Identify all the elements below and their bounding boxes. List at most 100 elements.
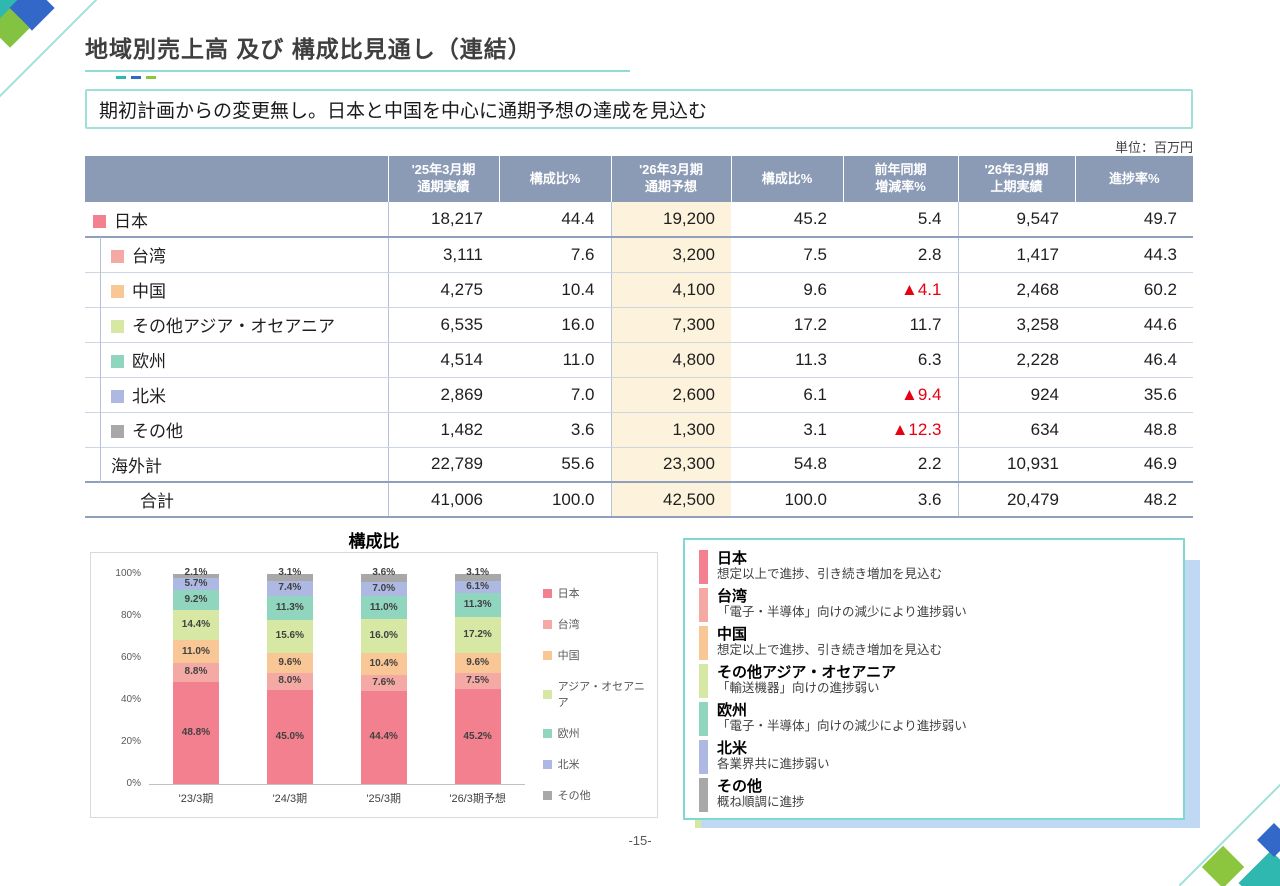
legend-item: 日本	[542, 585, 649, 601]
bar-value-label: 5.7%	[184, 578, 208, 590]
chart-inner: 0% 20% 40% 60% 80% 100% 2.1% 5.7% 9.2% 14.4% 11.0%…	[91, 553, 657, 817]
legend-item: アジア・オセアニア	[542, 678, 649, 710]
region-name: 北米	[132, 387, 166, 406]
bar-value-label: 9.6%	[466, 657, 490, 669]
region-color-swatch	[111, 425, 124, 438]
commentary-text: 欧州 「電子・半導体」向けの減少により進捗弱い	[717, 702, 967, 736]
legend-swatch	[542, 689, 552, 699]
region-name: 日本	[114, 211, 148, 231]
unit-label: 単位：百万円	[1114, 140, 1193, 155]
legend-item: 台湾	[542, 616, 649, 632]
key-message-box: 期初計画からの変更無し。日本と中国を中心に通期予想の達成を見込む	[85, 89, 1193, 129]
y-axis-tick: 0%	[126, 778, 141, 789]
chart-plot: 0% 20% 40% 60% 80% 100% 2.1% 5.7% 9.2% 14.4% 11.0%…	[115, 568, 525, 805]
composition-chart: 0% 20% 40% 60% 80% 100% 2.1% 5.7% 9.2% 14.4% 11.0%…	[90, 552, 658, 818]
table-row: 合計 41,006 100.0 42,500 100.0 3.6 20,479 48.2	[85, 482, 1193, 518]
table-row: 欧州 4,514 11.0 4,800 11.3 6.3 2,228 46.4	[85, 342, 1193, 378]
table-cell: 49.7	[1075, 202, 1193, 238]
table-cell: 924	[958, 377, 1075, 413]
bar-segment-europe: 11.3%	[266, 596, 313, 620]
column-header: '26年3月期 上期実績	[958, 156, 1076, 202]
table-cell: 2,600	[611, 377, 731, 413]
bar-value-label: 45.0%	[275, 730, 305, 742]
bar-segment-other: 3.1%	[266, 568, 313, 581]
legend-label: 北米	[557, 759, 580, 771]
table-cell: 44.3	[1075, 237, 1193, 273]
regional-sales-table: '25年3月期 通期実績 構成比% '26年3月期 通期予想 構成比% 前年同期 増減率…	[85, 156, 1193, 518]
region-color-swatch	[111, 390, 124, 403]
region-name-cell: 台湾	[85, 237, 389, 273]
bar-segment-north_america: 7.4%	[266, 580, 313, 597]
region-name-cell: 北米	[85, 377, 389, 413]
bar-segment-china: 11.0%	[172, 639, 219, 664]
table-cell: 1,482	[388, 412, 499, 448]
bar-value-label: 48.8%	[181, 726, 211, 738]
table-row: 台湾 3,111 7.6 3,200 7.5 2.8 1,417 44.3	[85, 237, 1193, 273]
bar-value-label: 15.6%	[275, 630, 305, 642]
bar-value-label: 3.6%	[372, 567, 396, 579]
table-cell: 634	[958, 412, 1075, 448]
table-cell: 20,479	[958, 482, 1075, 518]
bar-value-label: 44.4%	[369, 731, 398, 743]
commentary-region-name: 日本	[717, 550, 748, 567]
commentary-region-name: 欧州	[717, 702, 748, 719]
page-number: -15-	[628, 833, 652, 848]
commentary-region-name: その他アジア・オセアニア	[717, 664, 897, 681]
commentary-color-bar	[699, 588, 708, 622]
region-name: その他アジア・オセアニア	[132, 317, 335, 336]
table-cell: ▲4.1	[843, 272, 959, 308]
table-cell: 35.6	[1075, 377, 1193, 413]
bar-column: 3.6% 7.0% 11.0% 16.0% 10.4% 7.6% 44.4% '25/3期	[360, 568, 407, 805]
bar-segment-europe: 9.2%	[172, 590, 219, 610]
bar-segment-japan: 48.8%	[172, 681, 219, 784]
sales-table: '25年3月期 通期実績 構成比% '26年3月期 通期予想 構成比% 前年同期 増減率…	[85, 156, 1193, 518]
bar-value-label: 7.6%	[372, 676, 396, 688]
y-axis-tick: 100%	[115, 568, 141, 579]
legend-item: その他	[542, 787, 649, 803]
bar-segment-asia_oceania: 16.0%	[360, 619, 407, 653]
overseas-group-bracket	[100, 237, 101, 482]
table-cell: 5.4	[843, 202, 959, 238]
table-cell: ▲9.4	[843, 377, 959, 413]
table-cell: 10,931	[958, 447, 1075, 483]
region-color-swatch	[93, 214, 106, 228]
region-name-cell: 海外計	[85, 447, 389, 483]
table-cell: 7.6	[499, 237, 612, 273]
table-row: 北米 2,869 7.0 2,600 6.1 ▲9.4 924 35.6	[85, 377, 1193, 413]
table-cell: 42,500	[611, 482, 731, 518]
title-dashes	[116, 76, 156, 79]
region-name-cell: 中国	[85, 272, 389, 308]
y-axis-tick: 40%	[120, 694, 141, 705]
bar-segment-china: 9.6%	[266, 652, 313, 673]
region-name-cell: 合計	[85, 482, 389, 518]
bar-value-label: 11.0%	[369, 601, 398, 613]
table-row: 海外計 22,789 55.6 23,300 54.8 2.2 10,931 46.9	[85, 447, 1193, 483]
bar-segment-china: 9.6%	[454, 653, 501, 674]
table-cell: 10.4	[499, 272, 612, 308]
region-name: 中国	[132, 282, 166, 301]
bar-value-label: 3.1%	[466, 567, 490, 579]
commentary-item: 日本 想定以上で進捗、引き続き増加を見込む	[699, 550, 1169, 584]
bar-segment-asia_oceania: 17.2%	[454, 617, 501, 654]
table-cell: 3,111	[388, 237, 499, 273]
table-cell: 9.6	[731, 272, 843, 308]
table-cell: 4,100	[611, 272, 731, 308]
commentary-color-bar	[699, 550, 708, 584]
legend-label: 日本	[557, 588, 580, 600]
green-diamond-icon	[1201, 845, 1245, 886]
bar-segment-japan: 45.0%	[266, 689, 313, 784]
region-name: 海外計	[111, 456, 162, 476]
table-cell: 3.1	[731, 412, 843, 448]
legend-label: 欧州	[557, 728, 580, 740]
bar-segment-asia_oceania: 15.6%	[266, 619, 313, 653]
table-cell: 23,300	[611, 447, 731, 483]
column-header	[85, 156, 389, 202]
legend-swatch	[542, 619, 552, 629]
table-body: 日本 18,217 44.4 19,200 45.2 5.4 9,547 49.7 台湾 3,11…	[85, 202, 1193, 518]
commentary-text: 日本 想定以上で進捗、引き続き増加を見込む	[717, 550, 942, 584]
table-row: 中国 4,275 10.4 4,100 9.6 ▲4.1 2,468 60.2	[85, 272, 1193, 308]
y-axis-tick: 60%	[120, 652, 141, 663]
commentary-region-name: 中国	[717, 626, 748, 643]
table-cell: 7.5	[731, 237, 843, 273]
region-name: 台湾	[132, 247, 166, 267]
